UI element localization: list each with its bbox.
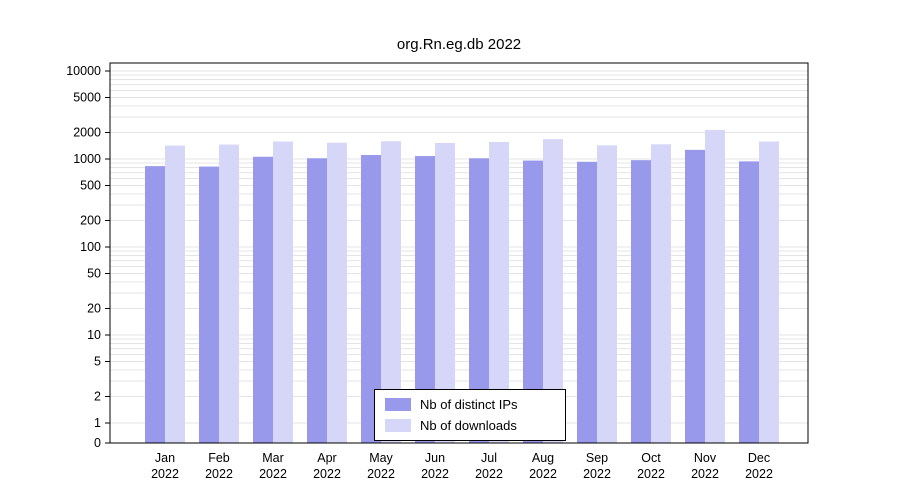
legend-item-downloads: Nb of downloads (385, 418, 555, 433)
x-tick-label-year: 2022 (583, 467, 611, 481)
bar-downloads-jan (165, 145, 185, 443)
bar-downloads-aug (543, 139, 563, 443)
x-tick-label-month: Apr (317, 451, 336, 465)
bar-distinct-ips-may (361, 155, 381, 443)
bar-distinct-ips-jul (469, 158, 489, 444)
x-tick-label-year: 2022 (529, 467, 557, 481)
bar-downloads-apr (327, 142, 347, 444)
bar-distinct-ips-apr (307, 158, 327, 444)
x-tick-label-year: 2022 (313, 467, 341, 481)
bar-downloads-jun (435, 142, 455, 444)
plot-border (109, 62, 809, 444)
bar-distinct-ips-dec (739, 161, 759, 443)
x-tick-label-year: 2022 (151, 467, 179, 481)
y-tick-label: 1 (94, 416, 101, 430)
x-tick-label-year: 2022 (259, 467, 287, 481)
x-tick-label-month: Mar (262, 451, 284, 465)
chart-legend: Nb of distinct IPs Nb of downloads (374, 389, 566, 441)
legend-label-distinct-ips: Nb of distinct IPs (420, 397, 518, 412)
y-tick-label: 0 (94, 436, 101, 450)
bar-downloads-jul (489, 142, 509, 443)
y-tick-label: 1000 (73, 152, 101, 166)
y-tick-label: 5 (94, 354, 101, 368)
y-tick-label: 2 (94, 390, 101, 404)
x-tick-label-month: Aug (532, 451, 554, 465)
bar-downloads-oct (651, 144, 671, 444)
bar-downloads-dec (759, 141, 779, 443)
y-tick-label: 10000 (66, 64, 101, 78)
x-tick-label-year: 2022 (367, 467, 395, 481)
x-tick-label-year: 2022 (745, 467, 773, 481)
bar-distinct-ips-jan (145, 166, 165, 443)
x-tick-label-year: 2022 (691, 467, 719, 481)
x-tick-label-month: Jul (481, 451, 497, 465)
y-tick-label: 2000 (73, 126, 101, 140)
x-tick-label-month: Feb (208, 451, 230, 465)
x-tick-label-month: Oct (641, 451, 661, 465)
x-tick-label-year: 2022 (475, 467, 503, 481)
x-tick-label-year: 2022 (421, 467, 449, 481)
bar-downloads-feb (219, 144, 239, 444)
chart-title: org.Rn.eg.db 2022 (396, 36, 522, 53)
y-tick-label: 100 (80, 240, 101, 254)
legend-swatch-distinct-ips (385, 398, 411, 411)
x-tick-label-year: 2022 (637, 467, 665, 481)
bar-distinct-ips-feb (199, 166, 219, 443)
y-tick-label: 20 (87, 302, 101, 316)
bar-distinct-ips-aug (523, 160, 543, 444)
y-tick-label: 200 (80, 214, 101, 228)
bar-distinct-ips-mar (253, 156, 273, 444)
x-tick-label-month: Dec (748, 451, 770, 465)
y-tick-label: 50 (87, 266, 101, 280)
y-tick-label: 5000 (73, 90, 101, 104)
bar-distinct-ips-nov (685, 149, 705, 443)
x-tick-label-month: Jun (425, 451, 445, 465)
legend-swatch-downloads (385, 419, 411, 432)
x-tick-label-month: Nov (694, 451, 717, 465)
y-tick-label: 10 (87, 328, 101, 342)
legend-label-downloads: Nb of downloads (420, 418, 517, 433)
legend-item-distinct-ips: Nb of distinct IPs (385, 397, 555, 412)
bar-distinct-ips-sep (577, 161, 597, 443)
x-tick-label-month: Jan (155, 451, 175, 465)
bar-downloads-mar (273, 141, 293, 443)
x-tick-label-month: Sep (586, 451, 608, 465)
x-tick-label-month: May (369, 451, 393, 465)
bar-downloads-nov (705, 129, 725, 443)
bar-downloads-may (381, 141, 401, 444)
bar-distinct-ips-jun (415, 156, 435, 443)
bar-distinct-ips-oct (631, 160, 651, 443)
x-tick-label-year: 2022 (205, 467, 233, 481)
bar-downloads-sep (597, 145, 617, 443)
y-tick-label: 500 (80, 178, 101, 192)
